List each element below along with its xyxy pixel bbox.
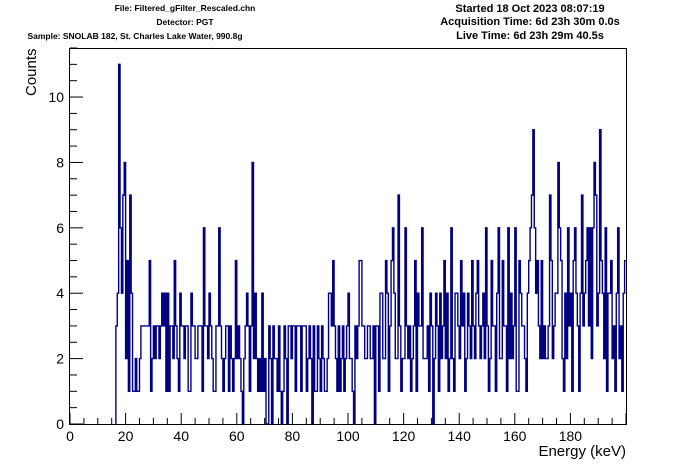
live-time-label: Live Time: 6d 23h 29m 40.5s [456,30,604,42]
start-time-label: Started 18 Oct 2023 08:07:19 [455,3,605,15]
x-axis-label: Energy (keV) [538,443,626,460]
acquisition-time-label: Acquisition Time: 6d 23h 30m 0.0s [440,16,620,28]
y-tick-label: 2 [56,351,64,367]
y-tick-label: 4 [56,285,64,301]
plot-frame [69,48,627,425]
x-tick-label: 20 [118,428,134,444]
detector-label: Detector: PGT [156,17,214,27]
x-tick-label: 160 [503,428,527,444]
x-tick-label: 40 [173,428,189,444]
y-tick-label: 6 [56,220,64,236]
y-tick-label: 8 [56,154,64,170]
sample-label: Sample: SNOLAB 182, St. Charles Lake Wat… [27,31,243,41]
x-tick-label: 0 [66,428,74,444]
spectrum-layer [115,63,626,425]
y-axis-ticks: 0 2 4 6 8 10 [48,47,83,432]
x-tick-label: 140 [448,428,472,444]
frame [69,48,627,425]
x-tick-label: 60 [229,428,245,444]
x-tick-label: 100 [336,428,360,444]
x-tick-label: 80 [285,428,301,444]
y-tick-label: 0 [56,416,64,432]
y-tick-label: 10 [48,89,64,105]
x-tick-label: 120 [392,428,416,444]
y-axis-label: Counts [23,48,40,96]
x-axis-ticks: 0 20 40 60 80 100 120 140 160 180 [66,413,627,444]
file-name-label: File: Filtered_gFilter_Rescaled.chn [114,3,256,13]
x-tick-label: 180 [559,428,583,444]
spectrum-histogram-line [115,63,626,425]
